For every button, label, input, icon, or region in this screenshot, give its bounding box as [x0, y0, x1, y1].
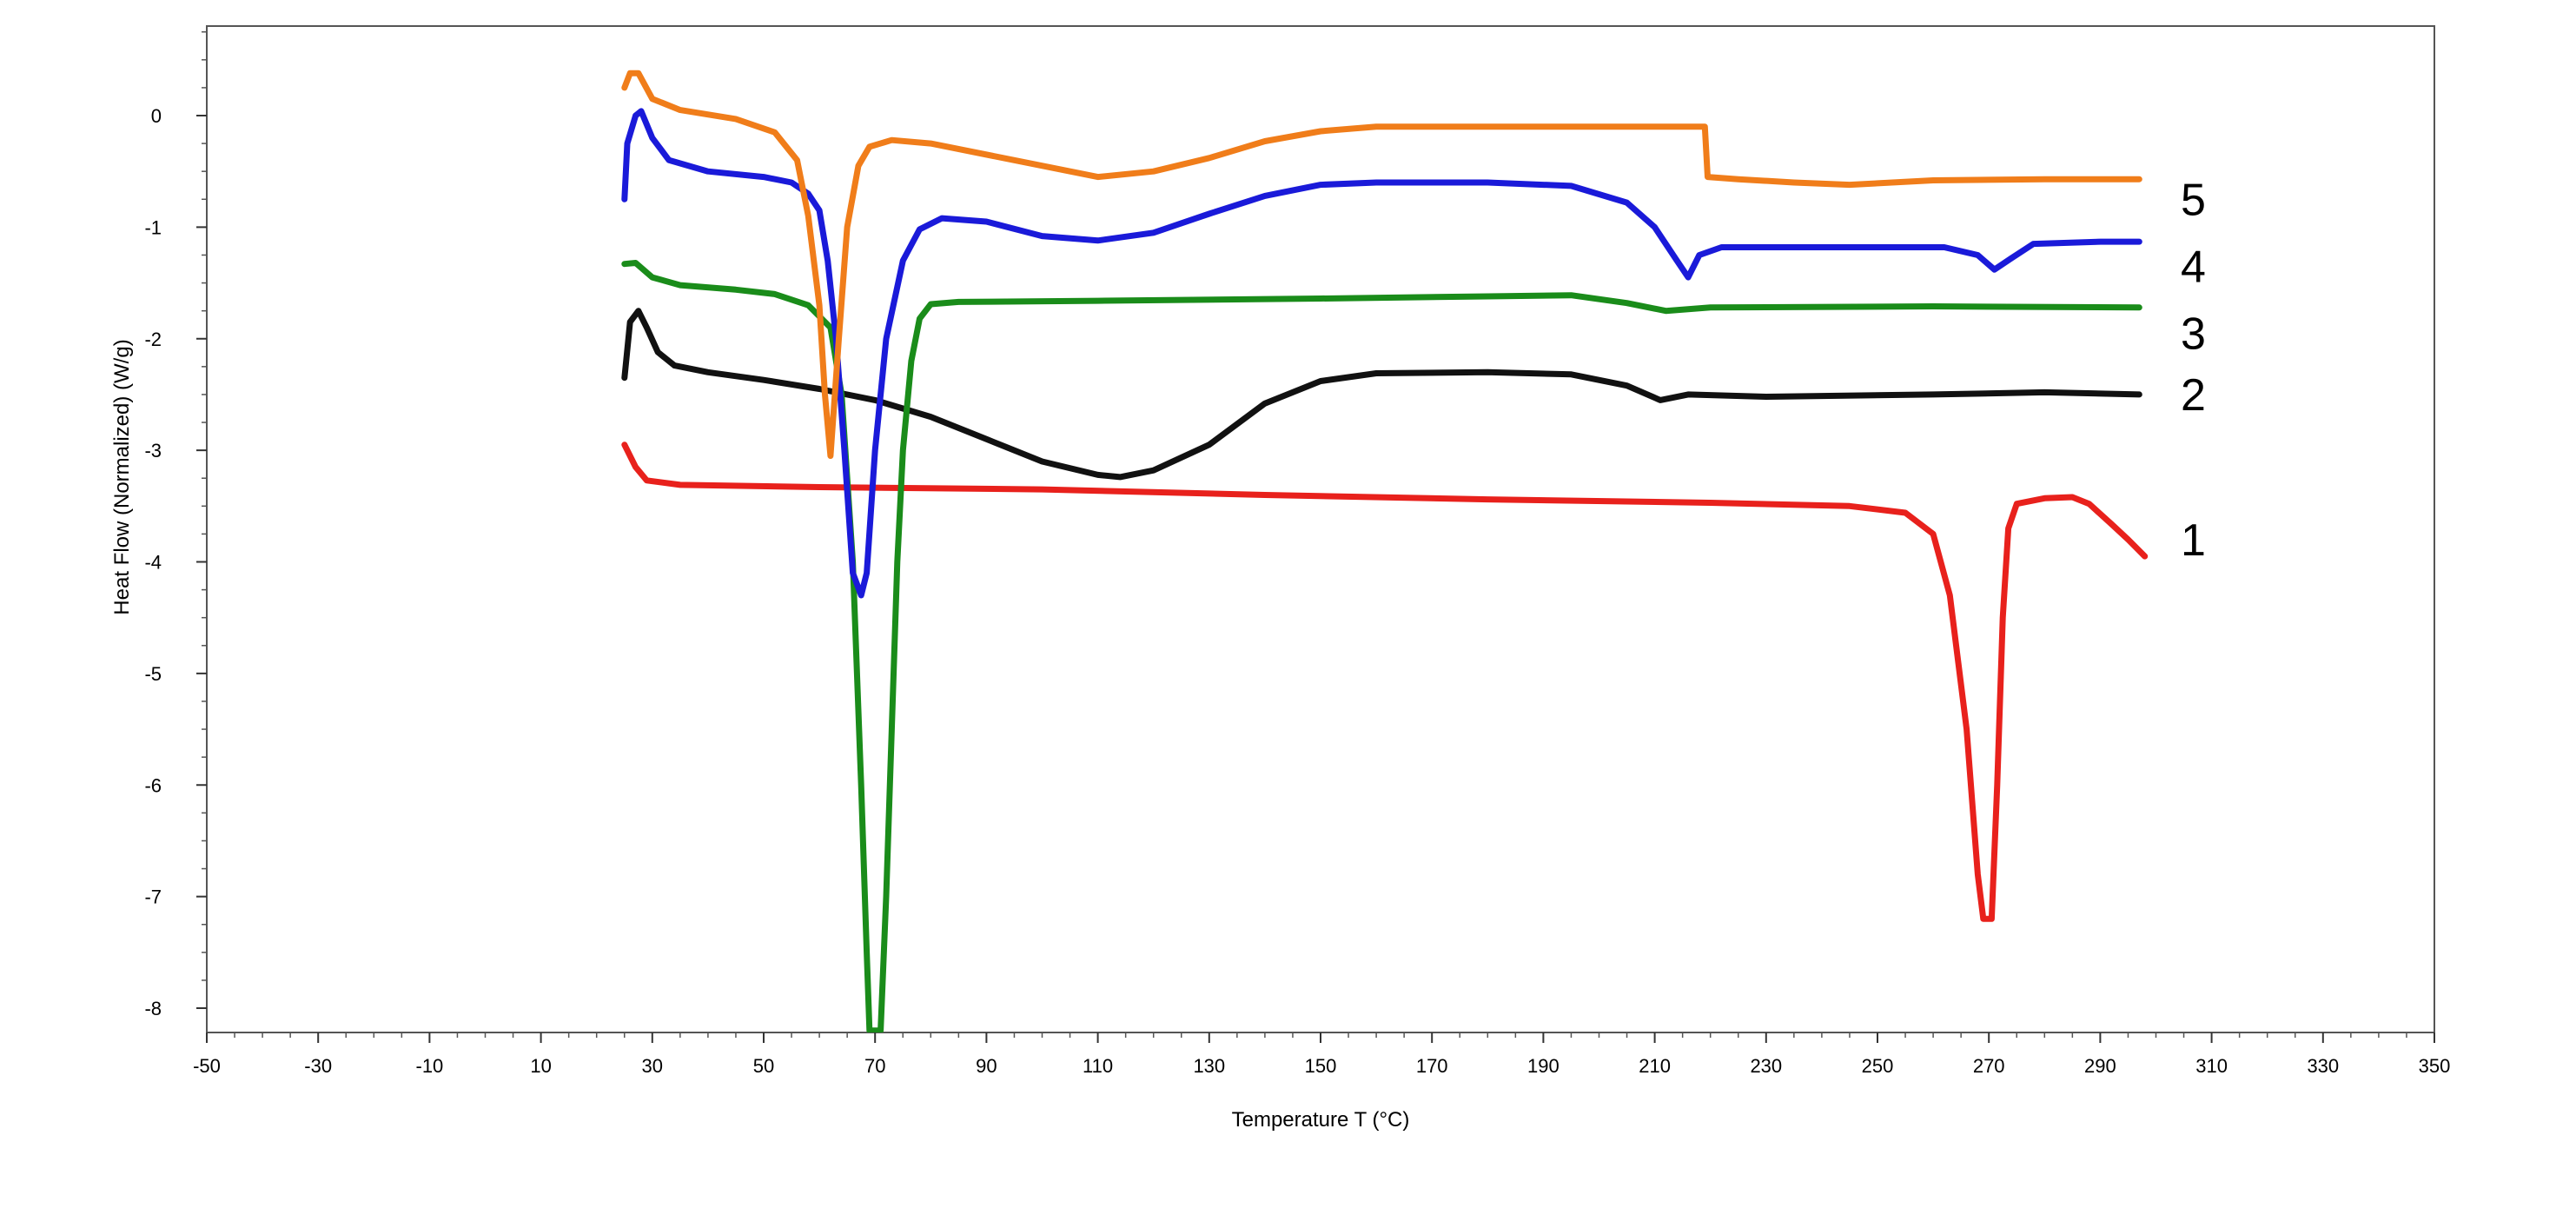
x-tick-label: 270 [1973, 1055, 2005, 1077]
series-2-label: 2 [2181, 370, 2206, 421]
series-5-line [621, 70, 2142, 459]
x-tick-label: -10 [416, 1055, 444, 1077]
ticks-group: -50 -30 -10 10 30 50 70 90 110 130 150 170 190 210 230… [144, 30, 2451, 1077]
x-tick-label: 30 [642, 1055, 663, 1077]
x-tick-label: 290 [2084, 1055, 2116, 1077]
y-tick-label: -7 [144, 886, 162, 908]
series-3-label: 3 [2181, 309, 2206, 359]
y-tick-label: -4 [144, 552, 162, 574]
x-tick-label: 130 [1193, 1055, 1225, 1077]
y-tick-label: -8 [144, 998, 162, 1019]
series-4-label: 4 [2181, 242, 2206, 292]
x-tick-label: 250 [1862, 1055, 1894, 1077]
x-tick-label: 150 [1305, 1055, 1337, 1077]
x-tick-label: 110 [1083, 1055, 1113, 1077]
x-tick-label: 10 [530, 1055, 551, 1077]
x-axis-title: Temperature T (°C) [1232, 1108, 1410, 1132]
y-tick-label: 0 [151, 105, 162, 127]
x-tick-label: 170 [1416, 1055, 1448, 1077]
x-tick-label: 350 [2419, 1055, 2451, 1077]
x-tick-label: -50 [193, 1055, 221, 1077]
series-1-line [621, 442, 2149, 922]
y-axis-title: Heat Flow (Normalized) (W/g) [110, 339, 134, 614]
x-tick-label: 90 [976, 1055, 997, 1077]
x-tick-label: 210 [1639, 1055, 1671, 1077]
series-5-label: 5 [2181, 175, 2206, 225]
y-tick-label: -5 [144, 663, 162, 685]
series-group [621, 70, 2149, 1032]
series-3-line [621, 260, 2142, 1032]
x-tick-label: 50 [753, 1055, 774, 1077]
y-tick-label: -2 [144, 329, 162, 350]
x-tick-label: 190 [1527, 1055, 1560, 1077]
y-tick-label: -6 [144, 774, 162, 796]
x-tick-label: 310 [2195, 1055, 2228, 1077]
x-tick-label: 230 [1750, 1055, 1782, 1077]
y-tick-label: -1 [144, 216, 162, 238]
x-tick-label: 70 [864, 1055, 885, 1077]
x-tick-label: 330 [2307, 1055, 2339, 1077]
y-tick-label: -3 [144, 440, 162, 461]
series-1-label: 1 [2181, 515, 2206, 566]
series-labels-group: 1 2 3 4 5 [2181, 175, 2206, 566]
series-2-line [621, 308, 2142, 481]
series-4-line [621, 108, 2142, 599]
x-tick-label: -30 [304, 1055, 332, 1077]
